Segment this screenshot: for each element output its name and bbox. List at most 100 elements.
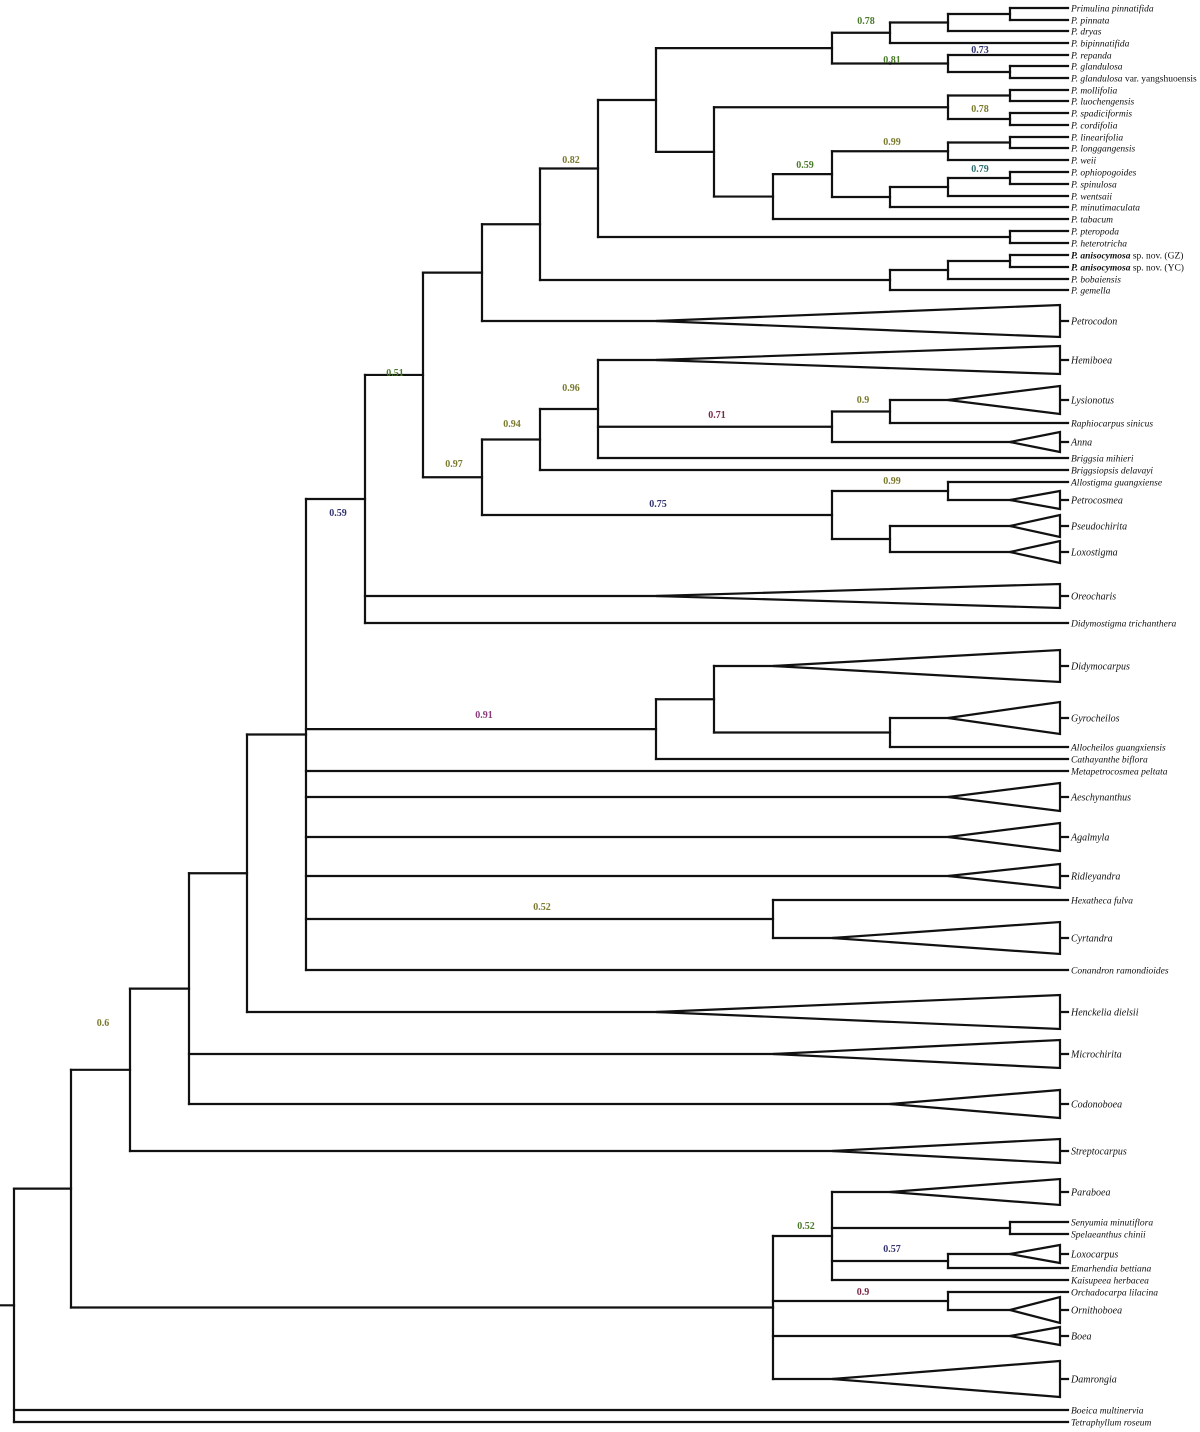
tip-label: Cyrtandra bbox=[1071, 934, 1113, 945]
tip-label: Loxostigma bbox=[1070, 548, 1118, 559]
tip-label: P. weii bbox=[1070, 157, 1097, 167]
support-value: 0.99 bbox=[883, 137, 901, 148]
tip-label: Didymostigma trichanthera bbox=[1070, 620, 1177, 630]
tip-label: P. gemella bbox=[1070, 287, 1111, 297]
support-value: 0.52 bbox=[533, 902, 551, 913]
tip-label: Microchirita bbox=[1070, 1050, 1122, 1061]
support-value: 0.9 bbox=[857, 1287, 870, 1298]
tip-label: Conandron ramondioides bbox=[1071, 967, 1169, 977]
tip-label: Orchadocarpa lilacina bbox=[1071, 1289, 1158, 1299]
tip-label: P. minutimaculata bbox=[1070, 204, 1140, 214]
collapsed-clade-t50 bbox=[655, 993, 1062, 1031]
support-value: 0.94 bbox=[503, 419, 521, 430]
tip-label: Streptocarpus bbox=[1071, 1147, 1127, 1158]
support-value: 0.71 bbox=[708, 410, 726, 421]
tip-label: P. dryas bbox=[1070, 28, 1102, 38]
support-value: 0.96 bbox=[562, 383, 580, 394]
tip-label: Kaisupeea herbacea bbox=[1070, 1277, 1149, 1287]
tip-label: Gyrocheilos bbox=[1071, 714, 1120, 725]
collapsed-clade-t48 bbox=[831, 920, 1062, 956]
tip-label: Loxocarpus bbox=[1070, 1250, 1118, 1261]
support-value: 0.79 bbox=[971, 164, 989, 175]
tip-label: P. luochengensis bbox=[1070, 98, 1134, 108]
tip-label: Ridleyandra bbox=[1070, 872, 1120, 883]
support-value: 0.59 bbox=[329, 508, 347, 519]
tip-label: Hemiboea bbox=[1070, 356, 1112, 367]
collapsed-clade-t54 bbox=[889, 1177, 1062, 1207]
support-value: 0.97 bbox=[445, 459, 463, 470]
tip-label: P. wentsaii bbox=[1070, 193, 1112, 203]
support-value: 0.57 bbox=[883, 1244, 901, 1255]
tip-label: Petrocodon bbox=[1070, 317, 1117, 328]
tip-label: P. glandulosa var. yangshuoensis bbox=[1070, 75, 1197, 85]
tip-label: P. linearifolia bbox=[1070, 133, 1123, 144]
support-value: 0.91 bbox=[475, 710, 493, 721]
tip-label: Tetraphyllum roseum bbox=[1071, 1419, 1151, 1429]
tip-label: Spelaeanthus chinii bbox=[1071, 1231, 1146, 1241]
tip-label: Allocheilos guangxiensis bbox=[1070, 744, 1166, 754]
tip-label: Senyumia minutiflora bbox=[1071, 1218, 1153, 1229]
tip-label: Hexatheca fulva bbox=[1070, 896, 1133, 907]
tip-label: P. anisocymosa sp. nov. (YC) bbox=[1071, 263, 1184, 274]
tip-label: Briggsia mihieri bbox=[1071, 455, 1134, 465]
tip-label: Raphiocarpus sinicus bbox=[1070, 420, 1153, 430]
tip-label: Pseudochirita bbox=[1070, 522, 1127, 533]
support-value: 0.52 bbox=[797, 1221, 815, 1232]
tip-label: Emarhendia bettiana bbox=[1070, 1265, 1152, 1275]
tip-label: P. glandulosa bbox=[1070, 63, 1123, 73]
support-value: 0.9 bbox=[857, 395, 870, 406]
support-value: 0.75 bbox=[649, 499, 667, 510]
tip-label: P. pteropoda bbox=[1070, 228, 1119, 238]
tip-label: P. repanda bbox=[1070, 52, 1112, 62]
collapsed-clade-t35 bbox=[1009, 513, 1062, 539]
tip-label: Briggsiopsis delavayi bbox=[1071, 467, 1153, 477]
tip-label: P. heterotricha bbox=[1070, 240, 1127, 250]
collapsed-clade-t63 bbox=[831, 1359, 1062, 1399]
tip-label: P. bobaiensis bbox=[1070, 276, 1121, 286]
tip-label: Primulina pinnatifida bbox=[1070, 4, 1154, 15]
collapsed-clade-t30 bbox=[1009, 430, 1062, 454]
collapsed-clade-t27 bbox=[655, 344, 1062, 376]
tip-label: Anna bbox=[1070, 438, 1092, 449]
tip-label: Agalmyla bbox=[1070, 833, 1109, 844]
tip-label: Codonoboea bbox=[1071, 1100, 1122, 1111]
collapsed-clade-t45 bbox=[947, 821, 1062, 853]
tip-label: P. bipinnatifida bbox=[1070, 39, 1130, 50]
tip-label: Aeschynanthus bbox=[1070, 793, 1131, 804]
tip-label: Oreocharis bbox=[1071, 592, 1116, 603]
tip-label: P. cordifolia bbox=[1070, 121, 1118, 132]
tip-label: P. pinnata bbox=[1070, 17, 1110, 27]
tip-label: Lysionotus bbox=[1070, 396, 1114, 407]
tip-label: Cathayanthe biflora bbox=[1071, 755, 1148, 766]
tip-label: Boea bbox=[1071, 1332, 1092, 1343]
collapsed-clade-t34 bbox=[1009, 489, 1062, 511]
collapsed-clade-t57 bbox=[1009, 1243, 1062, 1265]
support-value: 0.6 bbox=[97, 1018, 110, 1029]
collapsed-clade-t36 bbox=[1009, 539, 1062, 565]
support-value: 0.99 bbox=[883, 476, 901, 487]
tip-label: Allostigma guangxiense bbox=[1070, 479, 1162, 489]
collapsed-clade-t28 bbox=[947, 384, 1062, 416]
support-value: 0.59 bbox=[796, 160, 814, 171]
collapsed-clade-t39 bbox=[772, 648, 1062, 684]
tip-label: Paraboea bbox=[1070, 1188, 1110, 1199]
support-value: 0.81 bbox=[883, 55, 901, 66]
tip-label: Didymocarpus bbox=[1070, 662, 1130, 673]
tip-label: P. spinulosa bbox=[1070, 181, 1117, 191]
support-value: 0.51 bbox=[386, 368, 404, 379]
tip-label: P. mollifolia bbox=[1070, 86, 1118, 97]
tip-label: P. spadiciformis bbox=[1070, 109, 1132, 120]
collapsed-clade-t61 bbox=[1005, 1295, 1062, 1325]
tip-label: Petrocosmea bbox=[1070, 496, 1123, 507]
tip-label: Ornithoboea bbox=[1071, 1306, 1122, 1317]
collapsed-clade-t51 bbox=[772, 1038, 1062, 1070]
tip-label: Metapetrocosmea peltata bbox=[1070, 768, 1168, 778]
collapsed-clade-t26 bbox=[655, 303, 1062, 339]
tip-label: P. anisocymosa sp. nov. (GZ) bbox=[1071, 251, 1183, 262]
tip-label: P. longgangensis bbox=[1070, 145, 1136, 155]
tip-label: P. tabacum bbox=[1070, 216, 1113, 226]
tip-label: Boeica multinervia bbox=[1071, 1407, 1144, 1417]
collapsed-clade-t62 bbox=[1009, 1325, 1062, 1347]
